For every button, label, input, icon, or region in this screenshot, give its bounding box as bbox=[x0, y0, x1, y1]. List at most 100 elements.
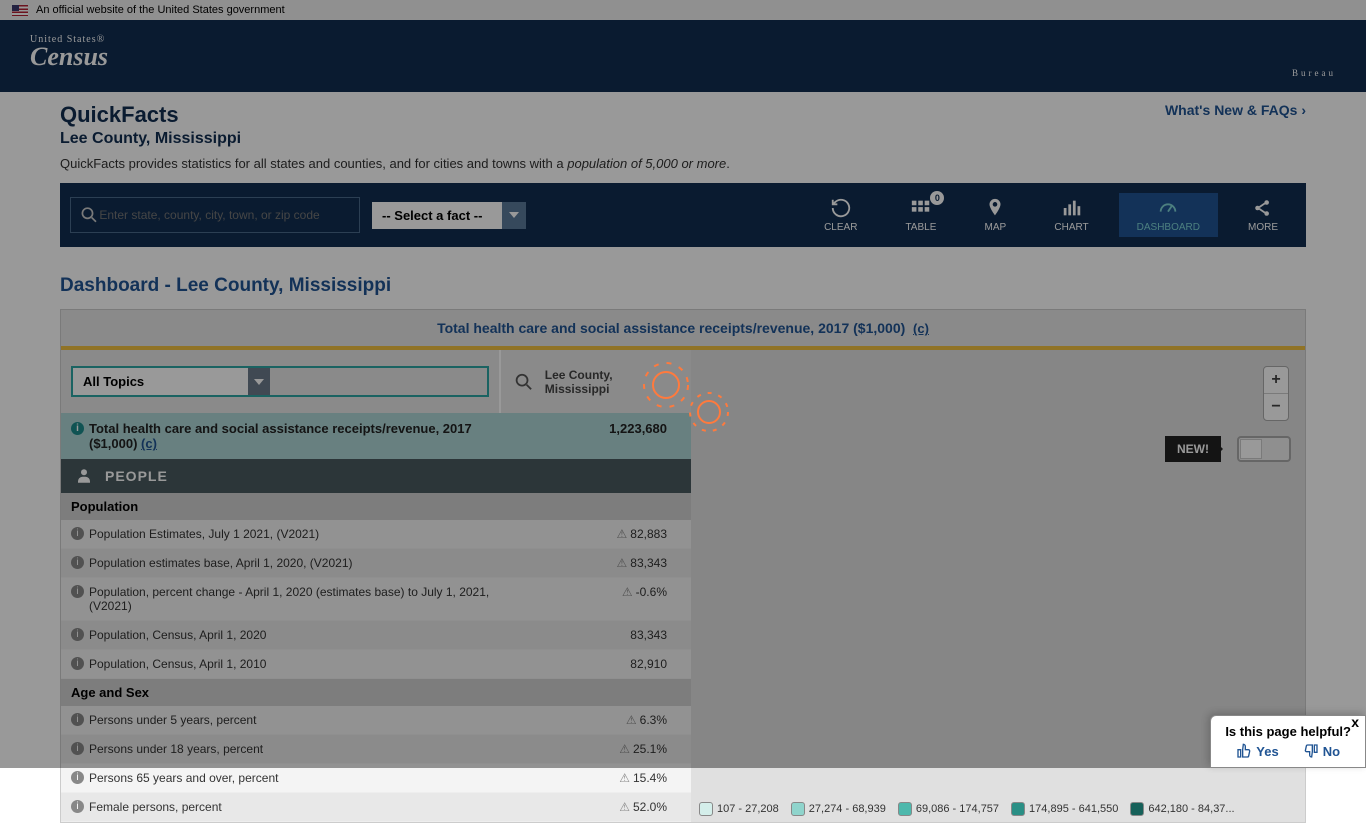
legend-item: 27,274 - 68,939 bbox=[791, 802, 886, 816]
data-row[interactable]: iFemale persons, percent ⚠52.0% bbox=[61, 793, 691, 822]
whats-new-link[interactable]: What's New & FAQs › bbox=[1165, 102, 1306, 118]
info-icon[interactable]: i bbox=[71, 713, 84, 726]
dashboard-metric-header: Total health care and social assistance … bbox=[61, 310, 1305, 346]
new-badge: NEW! bbox=[1165, 436, 1221, 462]
legend-item: 174,895 - 641,550 bbox=[1011, 802, 1118, 816]
zoom-in-button[interactable]: + bbox=[1264, 367, 1288, 394]
gov-banner: An official website of the United States… bbox=[0, 0, 1366, 20]
info-icon[interactable]: i bbox=[71, 628, 84, 641]
warning-icon: ⚠ bbox=[619, 771, 630, 785]
info-icon[interactable]: i bbox=[71, 800, 84, 813]
warning-icon: ⚠ bbox=[622, 585, 633, 599]
gauge-icon bbox=[1157, 197, 1179, 219]
gov-banner-text: An official website of the United States… bbox=[36, 4, 285, 16]
warning-icon: ⚠ bbox=[617, 527, 628, 541]
data-row[interactable]: iPopulation estimates base, April 1, 202… bbox=[61, 549, 691, 578]
logo-line2: Census bbox=[30, 45, 1336, 68]
census-logo[interactable]: United States® Census Bureau bbox=[30, 34, 1336, 78]
subsection-population: Population bbox=[61, 493, 691, 520]
more-button[interactable]: MORE bbox=[1230, 193, 1296, 237]
thumbs-up-icon bbox=[1236, 743, 1252, 759]
info-icon[interactable]: i bbox=[71, 742, 84, 755]
page-subtitle: Lee County, Mississippi bbox=[60, 130, 730, 148]
fact-selector-label: -- Select a fact -- bbox=[372, 202, 502, 229]
data-row[interactable]: iPersons 65 years and over, percent ⚠15.… bbox=[61, 764, 691, 793]
share-icon bbox=[1252, 197, 1274, 219]
feedback-yes-button[interactable]: Yes bbox=[1236, 743, 1278, 759]
clear-button[interactable]: CLEAR bbox=[806, 193, 875, 237]
data-row[interactable]: iPopulation Estimates, July 1 2021, (V20… bbox=[61, 520, 691, 549]
data-row[interactable]: iPersons under 18 years, percent ⚠25.1% bbox=[61, 735, 691, 764]
data-value: ⚠82,883 bbox=[491, 527, 681, 541]
close-button[interactable]: x bbox=[1351, 714, 1359, 730]
note-link[interactable]: (c) bbox=[913, 321, 929, 336]
pin-icon bbox=[984, 197, 1006, 219]
legend-swatch bbox=[791, 802, 805, 816]
loading-gears-icon bbox=[631, 350, 751, 453]
chart-icon bbox=[1061, 197, 1083, 219]
warning-icon: ⚠ bbox=[626, 713, 637, 727]
note-link[interactable]: (c) bbox=[141, 436, 157, 451]
warning-icon: ⚠ bbox=[619, 800, 630, 814]
geography-search[interactable] bbox=[70, 197, 360, 233]
highlighted-metric-row[interactable]: i Total health care and social assistanc… bbox=[61, 413, 691, 459]
info-icon[interactable]: i bbox=[71, 585, 84, 598]
page-title: QuickFacts bbox=[60, 102, 730, 128]
legend-item: 642,180 - 84,37... bbox=[1130, 802, 1234, 816]
toolbar: -- Select a fact -- CLEAR 0 TABLE MAP CH… bbox=[60, 183, 1306, 247]
feedback-widget: x Is this page helpful? Yes No bbox=[1210, 715, 1366, 768]
info-icon[interactable]: i bbox=[71, 422, 84, 435]
data-value: ⚠-0.6% bbox=[491, 585, 681, 613]
zoom-out-button[interactable]: − bbox=[1264, 394, 1288, 420]
search-icon[interactable] bbox=[513, 371, 535, 393]
feedback-question: Is this page helpful? bbox=[1225, 724, 1351, 739]
data-value: ⚠83,343 bbox=[491, 556, 681, 570]
legend-item: 107 - 27,208 bbox=[699, 802, 779, 816]
zoom-control: + − bbox=[1263, 366, 1289, 421]
layer-toggle[interactable] bbox=[1237, 436, 1291, 462]
chevron-right-icon: › bbox=[1301, 102, 1306, 118]
search-input[interactable] bbox=[99, 208, 351, 222]
legend-swatch bbox=[699, 802, 713, 816]
data-row[interactable]: iPersons under 5 years, percent ⚠6.3% bbox=[61, 706, 691, 735]
thumbs-down-icon bbox=[1303, 743, 1319, 759]
data-row[interactable]: iPopulation, percent change - April 1, 2… bbox=[61, 578, 691, 621]
chart-button[interactable]: CHART bbox=[1036, 193, 1106, 237]
site-header: United States® Census Bureau bbox=[0, 20, 1366, 92]
undo-icon bbox=[830, 197, 852, 219]
info-icon[interactable]: i bbox=[71, 556, 84, 569]
info-icon[interactable]: i bbox=[71, 527, 84, 540]
data-table-column: All Topics Lee County, Mississippi i Tot… bbox=[61, 350, 691, 822]
data-row[interactable]: iPopulation, Census, April 1, 2020 83,34… bbox=[61, 621, 691, 650]
map-legend: 107 - 27,208 27,274 - 68,939 69,086 - 17… bbox=[699, 802, 1235, 816]
fact-selector[interactable]: -- Select a fact -- bbox=[372, 202, 526, 229]
section-header-people: PEOPLE bbox=[61, 459, 691, 493]
table-icon bbox=[910, 197, 932, 219]
person-icon bbox=[75, 467, 93, 485]
data-value: ⚠6.3% bbox=[491, 713, 681, 727]
logo-line1: United States® bbox=[30, 34, 1336, 45]
topic-selector[interactable]: All Topics bbox=[71, 366, 489, 397]
map-button[interactable]: MAP bbox=[966, 193, 1024, 237]
data-value: ⚠52.0% bbox=[491, 800, 681, 814]
warning-icon: ⚠ bbox=[619, 742, 630, 756]
info-icon[interactable]: i bbox=[71, 657, 84, 670]
dashboard-button[interactable]: DASHBOARD bbox=[1119, 193, 1218, 237]
legend-swatch bbox=[1011, 802, 1025, 816]
legend-item: 69,086 - 174,757 bbox=[898, 802, 999, 816]
subsection-age-sex: Age and Sex bbox=[61, 679, 691, 706]
table-button[interactable]: 0 TABLE bbox=[887, 193, 954, 237]
legend-swatch bbox=[898, 802, 912, 816]
data-value: 83,343 bbox=[491, 628, 681, 642]
data-value: ⚠15.4% bbox=[491, 771, 681, 785]
logo-line3: Bureau bbox=[30, 68, 1336, 78]
page-description: QuickFacts provides statistics for all s… bbox=[60, 156, 730, 171]
info-icon[interactable]: i bbox=[71, 771, 84, 784]
data-row[interactable]: iPopulation, Census, April 1, 2010 82,91… bbox=[61, 650, 691, 679]
search-icon bbox=[79, 204, 99, 226]
chevron-down-icon bbox=[502, 202, 526, 229]
data-value: 82,910 bbox=[491, 657, 681, 671]
table-count-badge: 0 bbox=[930, 191, 944, 205]
feedback-no-button[interactable]: No bbox=[1303, 743, 1340, 759]
topic-selector-label: All Topics bbox=[73, 368, 248, 395]
